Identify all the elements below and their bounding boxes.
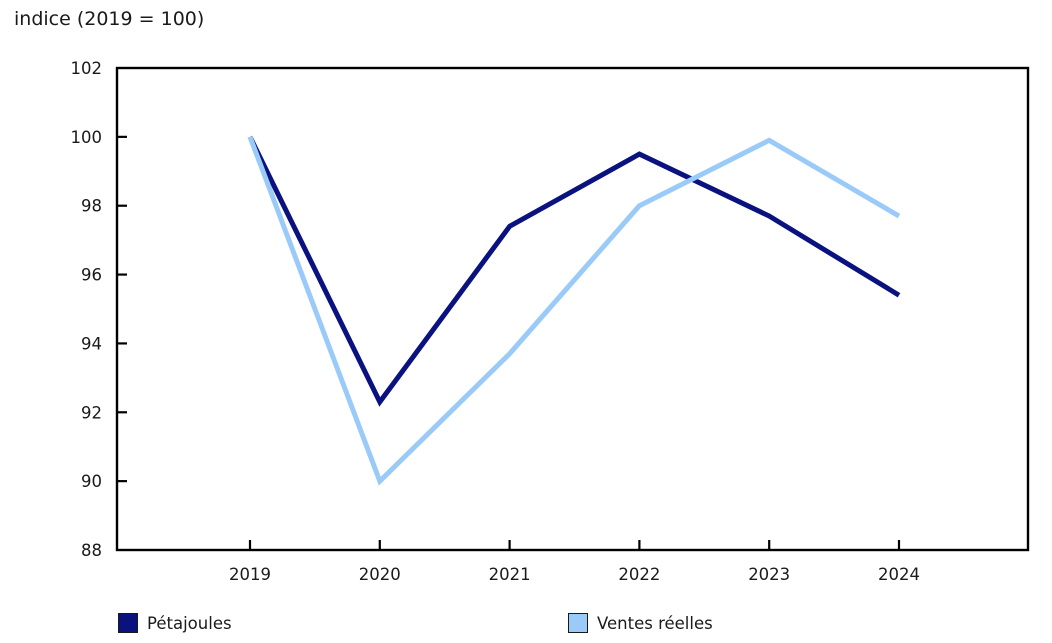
svg-text:88: 88 — [81, 541, 102, 560]
svg-text:2019: 2019 — [229, 565, 271, 584]
svg-text:2020: 2020 — [359, 565, 401, 584]
svg-text:2024: 2024 — [878, 565, 920, 584]
legend-item-petajoules: Pétajoules — [118, 612, 232, 634]
svg-text:2023: 2023 — [748, 565, 790, 584]
svg-text:98: 98 — [81, 197, 102, 216]
legend-label-ventes-reelles: Ventes réelles — [597, 613, 713, 633]
chart-title: indice (2019 = 100) — [14, 8, 205, 30]
svg-text:94: 94 — [81, 334, 102, 353]
svg-text:2022: 2022 — [618, 565, 660, 584]
svg-text:102: 102 — [71, 59, 103, 78]
legend-label-petajoules: Pétajoules — [147, 613, 232, 633]
svg-text:90: 90 — [81, 472, 102, 491]
legend-swatch-ventes-reelles-icon — [568, 613, 588, 633]
svg-text:92: 92 — [81, 403, 102, 422]
svg-text:100: 100 — [71, 128, 103, 147]
svg-text:2021: 2021 — [489, 565, 531, 584]
svg-text:96: 96 — [81, 266, 102, 285]
legend-item-ventes-reelles: Ventes réelles — [568, 612, 713, 634]
legend-swatch-petajoules-icon — [118, 613, 138, 633]
